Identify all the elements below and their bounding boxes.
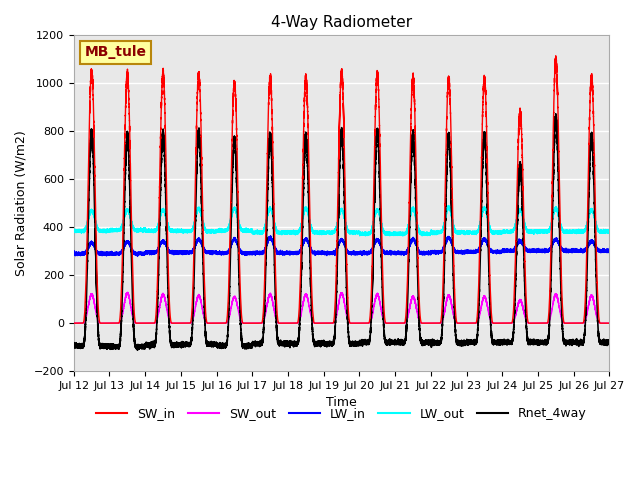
LW_out — [605, 228, 613, 234]
Line: Rnet_4way: Rnet_4way — [74, 114, 609, 350]
SW_out — [124, 289, 132, 295]
LW_in — [70, 252, 77, 258]
SW_in — [508, 320, 515, 326]
Rnet_4way — [412, 194, 420, 200]
SW_out — [70, 320, 77, 326]
Line: LW_in: LW_in — [74, 236, 609, 256]
Title: 4-Way Radiometer: 4-Way Radiometer — [271, 15, 412, 30]
LW_in — [412, 240, 420, 246]
LW_out — [500, 228, 508, 234]
LW_in — [487, 249, 495, 254]
Rnet_4way — [134, 348, 141, 353]
SW_out — [98, 320, 106, 326]
LW_in — [500, 248, 508, 254]
LW_out — [472, 229, 480, 235]
Rnet_4way — [605, 341, 613, 347]
Rnet_4way — [98, 342, 106, 348]
SW_out — [487, 318, 495, 324]
LW_out — [70, 228, 77, 234]
LW_out — [445, 203, 452, 208]
SW_in — [605, 320, 613, 326]
X-axis label: Time: Time — [326, 396, 357, 409]
LW_in — [267, 233, 275, 239]
LW_in — [98, 250, 106, 256]
LW_out — [508, 228, 515, 233]
LW_out — [399, 233, 406, 239]
Rnet_4way — [487, 324, 495, 330]
Rnet_4way — [552, 111, 559, 117]
SW_in — [552, 53, 559, 59]
SW_in — [98, 320, 106, 326]
LW_out — [487, 228, 495, 234]
SW_out — [412, 302, 420, 308]
SW_out — [472, 320, 480, 326]
SW_in — [412, 149, 420, 155]
SW_out — [508, 320, 515, 326]
LW_in — [508, 248, 515, 253]
Line: SW_out: SW_out — [74, 292, 609, 323]
Line: LW_out: LW_out — [74, 205, 609, 236]
SW_in — [70, 320, 77, 326]
Rnet_4way — [472, 337, 480, 343]
Legend: SW_in, SW_out, LW_in, LW_out, Rnet_4way: SW_in, SW_out, LW_in, LW_out, Rnet_4way — [92, 402, 592, 425]
LW_in — [605, 249, 613, 254]
Rnet_4way — [500, 340, 508, 346]
SW_out — [500, 320, 508, 326]
LW_out — [412, 214, 420, 220]
Y-axis label: Solar Radiation (W/m2): Solar Radiation (W/m2) — [15, 131, 28, 276]
SW_in — [500, 320, 508, 326]
SW_in — [472, 320, 480, 325]
SW_in — [487, 301, 495, 307]
LW_in — [134, 253, 141, 259]
Rnet_4way — [70, 345, 77, 350]
Line: SW_in: SW_in — [74, 56, 609, 323]
LW_out — [98, 229, 106, 235]
Rnet_4way — [508, 339, 515, 345]
SW_out — [605, 320, 613, 326]
Text: MB_tule: MB_tule — [84, 46, 147, 60]
LW_in — [472, 250, 480, 255]
